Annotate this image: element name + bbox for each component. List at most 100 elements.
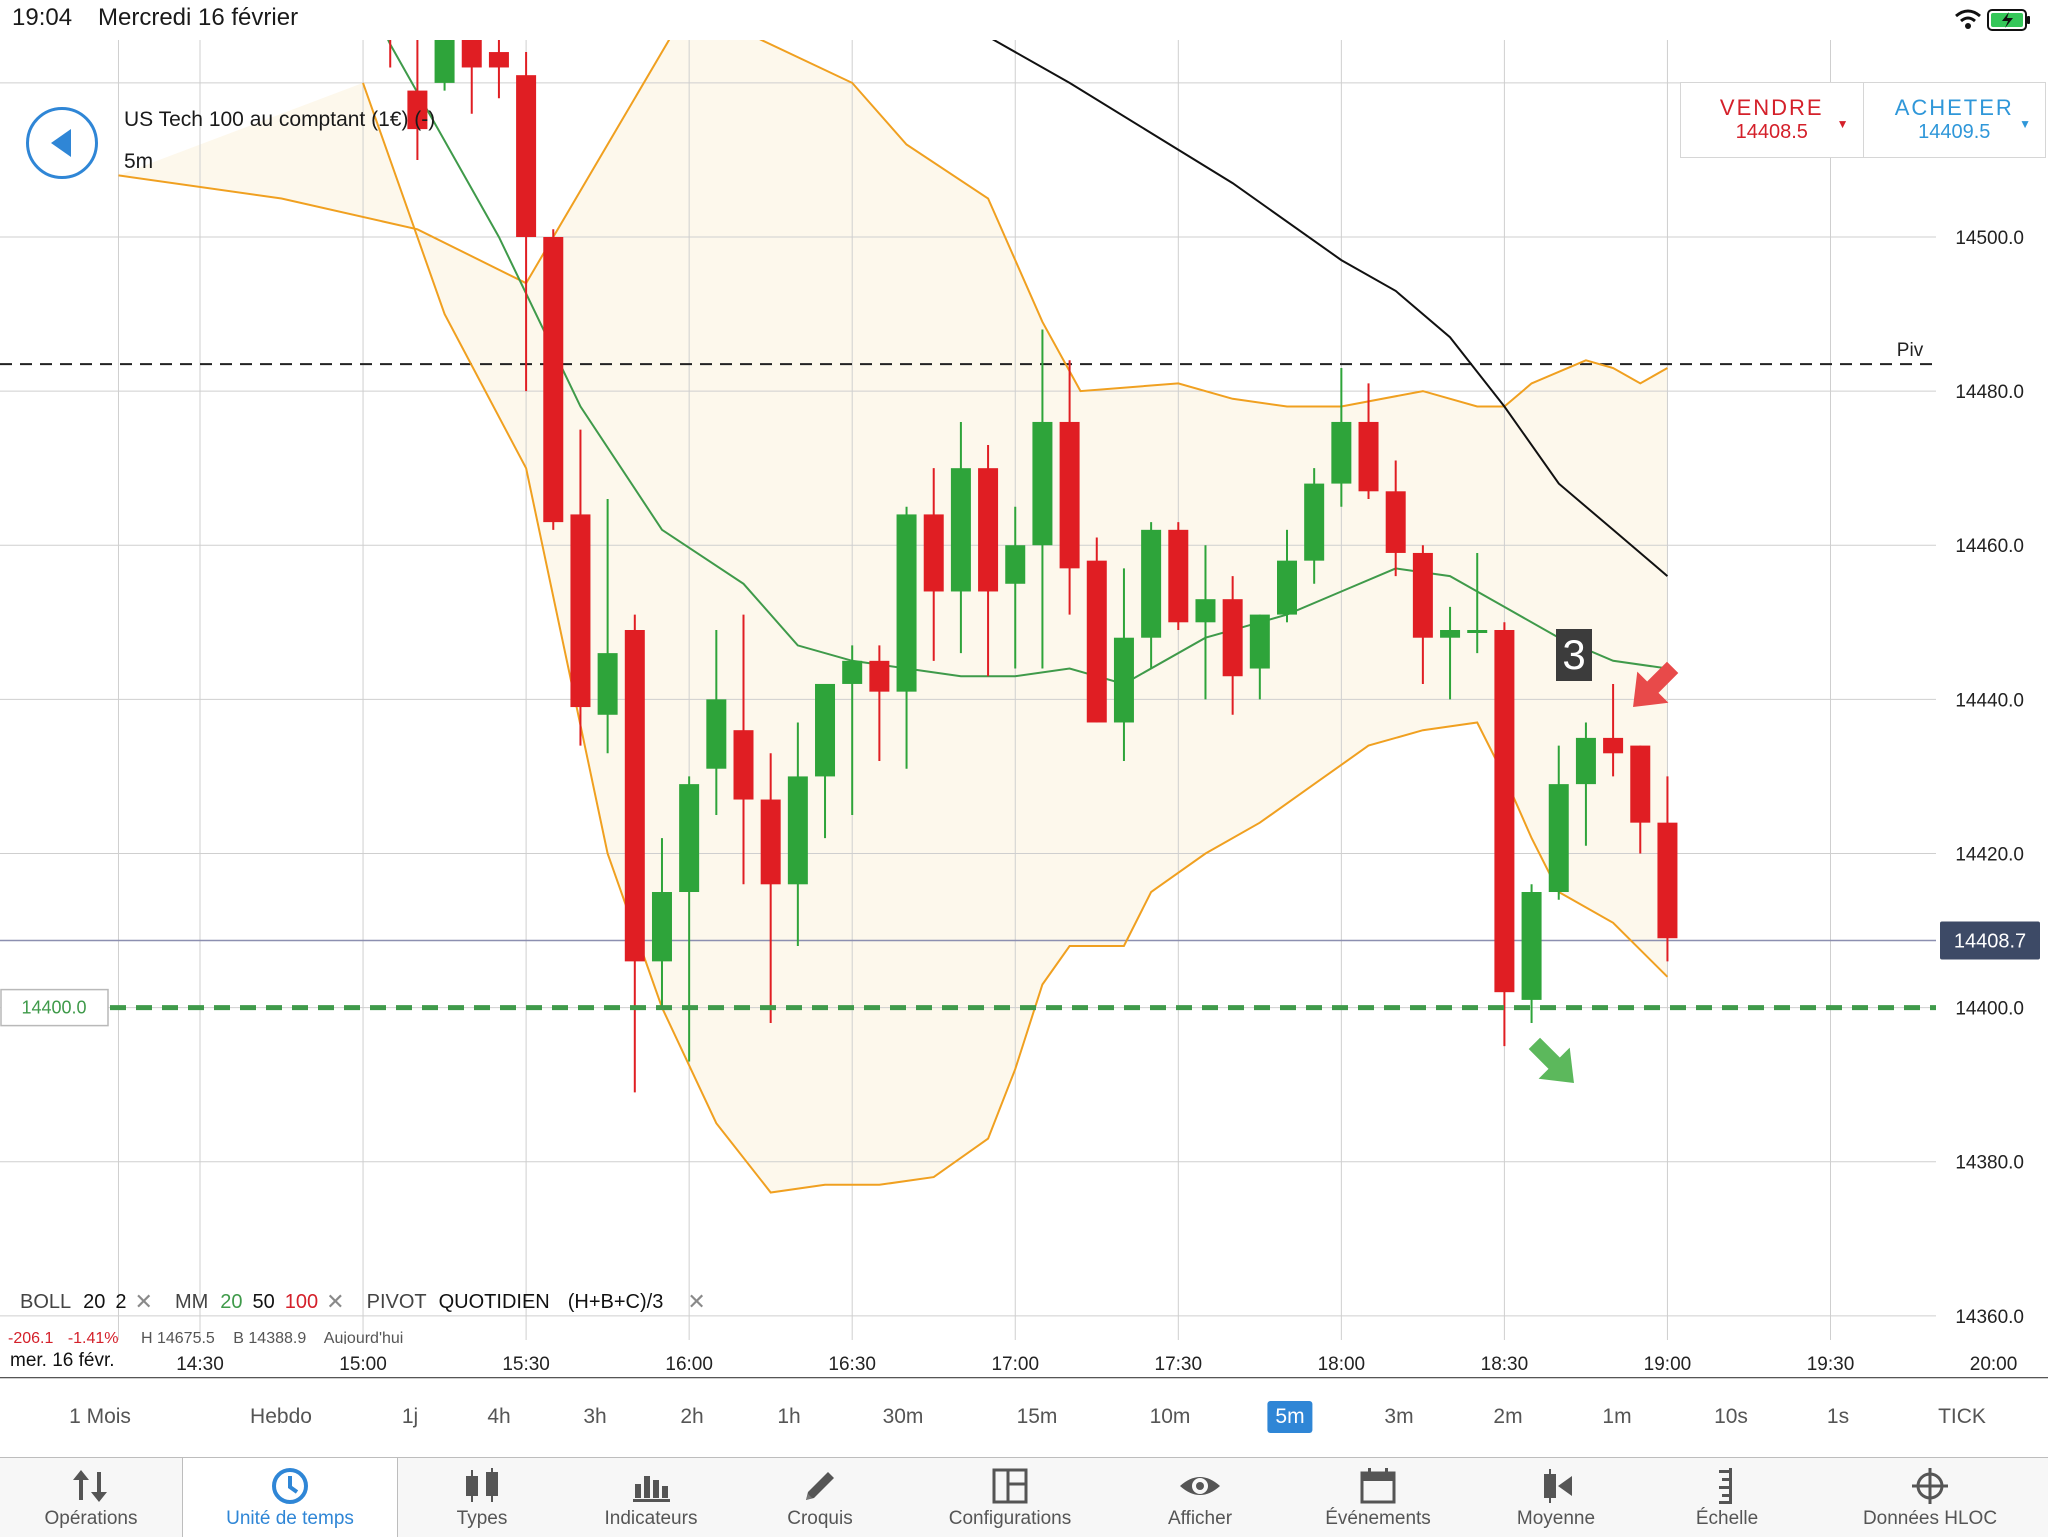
- candle-down: [543, 229, 564, 530]
- indicator-legend: BOLL 20 2 ✕ MM 20 50 100 ✕ PIVOT QUOTIDI…: [20, 1287, 728, 1317]
- candle-up: [1548, 745, 1569, 900]
- timeframe-1m[interactable]: 1m: [1602, 1405, 1632, 1428]
- y-tick-label: 14420.0: [1955, 844, 2024, 865]
- y-tick-label: 14460.0: [1955, 536, 2024, 557]
- tab-operations[interactable]: Opérations: [0, 1458, 182, 1537]
- candle-down: [516, 52, 537, 392]
- legend-pivot-type: QUOTIDIEN: [438, 1290, 550, 1313]
- candle-body: [516, 75, 537, 237]
- back-button[interactable]: [26, 107, 98, 179]
- timeframe-15m[interactable]: 15m: [1016, 1405, 1058, 1428]
- timeframe-1-mois[interactable]: 1 Mois: [69, 1405, 131, 1428]
- tab-evenements[interactable]: Événements: [1286, 1458, 1470, 1537]
- buy-button[interactable]: ACHETER 14409.5 ▼: [1862, 83, 2046, 157]
- candle-down: [1494, 622, 1515, 1047]
- legend-pivot-formula: (H+B+C)/3: [567, 1290, 664, 1313]
- tab-configurations[interactable]: Configurations: [906, 1458, 1114, 1537]
- candle-up: [679, 776, 700, 1062]
- candle-body: [1467, 630, 1488, 634]
- bottom-toolbar: Opérations Unité de temps Types Indicate…: [0, 1457, 2048, 1537]
- price-chart[interactable]: 3 14500.0 14480.0 14460.0 14440.0 14420.0 1440…: [0, 40, 2048, 1378]
- legend-boll-period: 20: [83, 1290, 106, 1313]
- candle-down: [1657, 776, 1678, 962]
- y-tick-label: 14500.0: [1955, 228, 2024, 249]
- candle-down: [1358, 383, 1379, 500]
- timeframe-1s[interactable]: 1s: [1826, 1405, 1850, 1428]
- trade-box: VENDRE 14408.5 ▼ ACHETER 14409.5 ▼: [1680, 82, 2046, 158]
- remove-mm-icon[interactable]: ✕: [326, 1289, 345, 1314]
- timeframe-5m[interactable]: 5m: [1267, 1401, 1313, 1433]
- candle-body: [1005, 545, 1026, 584]
- candle-down: [1168, 522, 1189, 631]
- tab-label: Afficher: [1167, 1508, 1233, 1529]
- timeframe-30m[interactable]: 30m: [882, 1405, 924, 1428]
- tab-indicateurs[interactable]: Indicateurs: [568, 1458, 734, 1537]
- tab-echelle[interactable]: Échelle: [1642, 1458, 1812, 1537]
- layout-icon: [906, 1466, 1114, 1506]
- remove-pivot-icon[interactable]: ✕: [687, 1289, 706, 1314]
- timeframe-2h[interactable]: 2h: [680, 1405, 704, 1428]
- candle-body: [1521, 892, 1542, 1000]
- date-label: mer. 16 févr.: [10, 1350, 115, 1371]
- tab-types[interactable]: Types: [396, 1458, 568, 1537]
- timeframe-2m[interactable]: 2m: [1493, 1405, 1523, 1428]
- candle-up: [597, 499, 618, 754]
- y-tick-label: 14400.0: [1955, 999, 2024, 1020]
- timeframe-1j[interactable]: 1j: [401, 1405, 419, 1428]
- timeframe-4h[interactable]: 4h: [487, 1405, 511, 1428]
- tab-label: Événements: [1325, 1508, 1431, 1529]
- tab-label: Moyenne: [1516, 1508, 1596, 1529]
- candle-body: [815, 683, 836, 777]
- candles-icon: [396, 1466, 568, 1506]
- buy-caret-icon: ▼: [2019, 117, 2031, 131]
- current-price-text: 14408.7: [1954, 931, 2026, 953]
- annotation-bg: [1556, 629, 1592, 681]
- x-tick-label: 18:30: [1481, 1354, 1529, 1375]
- instrument-name: US Tech 100 au comptant (1€) (-): [124, 108, 436, 131]
- timeframe-1h[interactable]: 1h: [777, 1405, 801, 1428]
- candle-body: [570, 514, 591, 708]
- timeframe-3m[interactable]: 3m: [1384, 1405, 1414, 1428]
- candle-body: [1603, 737, 1624, 754]
- candle-up: [1331, 368, 1352, 507]
- status-icons: [1954, 6, 2034, 39]
- order-level-tag[interactable]: 14400.0: [0, 988, 109, 1027]
- candle-body: [1113, 637, 1134, 723]
- tab-afficher[interactable]: Afficher: [1114, 1458, 1286, 1537]
- tab-unite-de-temps[interactable]: Unité de temps: [182, 1458, 398, 1537]
- candle-up: [1467, 552, 1488, 654]
- candle-down: [1222, 576, 1243, 715]
- candle-down: [1086, 537, 1107, 723]
- candle-body: [624, 630, 645, 962]
- tab-donnees-hloc[interactable]: Données HLOC: [1812, 1458, 2048, 1537]
- chart-area[interactable]: 3 14500.0 14480.0 14460.0 14440.0 14420.0 1440…: [0, 40, 2048, 1378]
- ma50-line: [991, 40, 1669, 577]
- tab-croquis[interactable]: Croquis: [734, 1458, 906, 1537]
- candle-up: [896, 506, 917, 769]
- red-arrow-icon: [1633, 661, 1679, 707]
- back-arrow-icon: [51, 129, 71, 157]
- candle-body: [1249, 614, 1270, 669]
- bar-chart-icon: [568, 1466, 734, 1506]
- annotation-box: 3: [1556, 629, 1592, 681]
- tab-moyenne[interactable]: Moyenne: [1470, 1458, 1642, 1537]
- candle-down: [760, 753, 781, 1024]
- y-tick-label: 14480.0: [1955, 382, 2024, 403]
- battery-icon: [1987, 9, 2030, 31]
- candle-body: [1195, 599, 1216, 623]
- timeframe-10m[interactable]: 10m: [1149, 1405, 1191, 1428]
- eye-icon: [1114, 1466, 1286, 1506]
- ohlc-high: H 14675.5: [140, 1330, 215, 1344]
- timeframe-tick[interactable]: TICK: [1938, 1405, 1986, 1428]
- calendar-icon: [1286, 1466, 1470, 1506]
- timeframe-hebdo[interactable]: Hebdo: [250, 1405, 312, 1428]
- wifi-icon: [1955, 9, 1981, 29]
- candle-up: [1521, 884, 1542, 1024]
- remove-boll-icon[interactable]: ✕: [134, 1289, 153, 1314]
- sell-button[interactable]: VENDRE 14408.5 ▼: [1681, 83, 1863, 157]
- candle-body: [597, 653, 618, 715]
- candle-body: [1222, 599, 1243, 677]
- timeframe-3h[interactable]: 3h: [583, 1405, 607, 1428]
- timeframe-10s[interactable]: 10s: [1714, 1405, 1748, 1428]
- candle-down: [488, 40, 509, 99]
